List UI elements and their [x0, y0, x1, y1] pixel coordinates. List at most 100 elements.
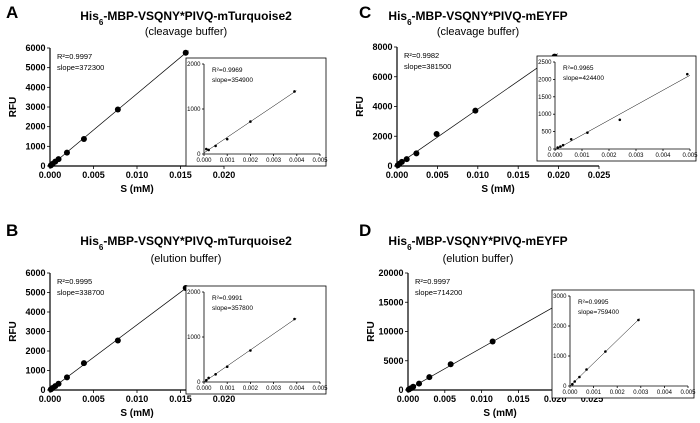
panel-c-data-point	[404, 156, 410, 162]
panel-c-inset-x-tick-label: 0.003	[628, 153, 644, 159]
panel-a-x-tick-label: 0.010	[126, 170, 149, 180]
panel-a-inset-x-tick-label: 0.003	[266, 158, 282, 164]
panel-b-inset-data-point	[226, 365, 229, 368]
panel-a-data-point	[115, 107, 121, 113]
panel-a-inset-data-point	[207, 149, 210, 152]
panel-c-x-tick-label: 0.015	[507, 170, 530, 180]
panel-b-inset-frame	[186, 286, 326, 394]
panel-b-x-tick-label: 0.020	[213, 394, 236, 404]
panel-a-chart: 0.000 0.005 0.010 0.015 0.020010002000300040…	[8, 43, 328, 195]
panel-d-inset-frame	[552, 290, 694, 398]
panel-a-inset-slope: slope=354900	[212, 77, 253, 84]
panel-letter-b: B	[6, 221, 18, 240]
panel-b-inset-data-point	[205, 379, 208, 382]
panel-b-chart: 0.000 0.005 0.010 0.015 0.020 0 1000 2000 3000 40…	[8, 268, 328, 419]
panel-a-y-tick-label: 1000	[25, 141, 45, 151]
panel-c-inset-x-tick-label: 0.004	[655, 153, 671, 159]
panel-b-y-tick-label: 0	[40, 385, 45, 395]
panel-c-y-axis-label: RFU	[355, 96, 366, 117]
panel-a: A His6-MBP-VSQNY*PIVQ-mTurquoise2 (cleav…	[6, 3, 328, 195]
panel-c-inset-data-point	[570, 138, 573, 141]
panel-c-inset-y-tick-label: 2000	[538, 77, 552, 83]
panel-d-y-axis-label: RFU	[366, 321, 377, 342]
panel-b: B His6-MBP-VSQNY*PIVQ-mTurquoise2 (eluti…	[6, 221, 328, 419]
panel-a-inset-data-point	[214, 145, 217, 148]
panel-d-y-tick-label: 15000	[378, 297, 403, 307]
panel-a-x-axis-label: S (mM)	[120, 184, 153, 195]
panel-c-inset-slope: slope=424400	[563, 75, 604, 82]
panel-b-inset-x-tick-label: 0.002	[243, 386, 259, 392]
panel-b-x-tick-label: 0.015	[169, 394, 192, 404]
panel-c-inset: 0.000 0.001 0.002 0.003 0.004 0.005 0 500 1000 15…	[537, 56, 698, 161]
panel-a-y-axis-label: RFU	[8, 97, 19, 118]
panel-d-inset-data-point	[573, 380, 576, 383]
panel-c-inset-y-tick-label: 500	[541, 130, 552, 136]
panel-a-x-tick-label: 0.015	[169, 170, 192, 180]
panel-b-y-axis-label: RFU	[8, 321, 19, 342]
panel-b-inset-y-tick-label: 2000	[187, 290, 201, 296]
panel-d-y-tick-label: 10000	[378, 327, 403, 337]
panel-b-inset-slope: slope=357800	[212, 305, 253, 312]
panel-a-x-tick-label: 0.005	[82, 170, 105, 180]
panel-c: C His6-MBP-VSQNY*PIVQ-mEYFP (cleavage bu…	[355, 3, 698, 195]
panel-a-y-tick-label: 5000	[25, 63, 45, 73]
panel-a-y-tick-label: 6000	[25, 43, 45, 53]
panel-b-data-point	[56, 381, 62, 387]
panel-d-data-point	[448, 361, 454, 367]
panel-c-data-point	[434, 131, 440, 137]
panel-c-inset-y-tick-label: 2500	[538, 60, 552, 66]
panel-b-y-tick-label: 2000	[25, 346, 45, 356]
panel-b-y-tick-label: 4000	[25, 307, 45, 317]
panel-c-chart: 0.000 0.005 0.010 0.015 0.020 0.025 0 2000 4000 6…	[355, 42, 698, 195]
panel-d-title-prefix: His	[388, 234, 407, 248]
panel-letter-a: A	[6, 3, 18, 22]
panel-b-inset-x-tick-label: 0.000	[196, 386, 212, 392]
panel-a-title: His6-MBP-VSQNY*PIVQ-mTurquoise2	[80, 9, 292, 27]
panel-d-chart: 0.000 0.005 0.010 0.015 0.020 0.0250500010000…	[366, 268, 696, 419]
panel-c-inset-x-tick-label: 0.002	[601, 153, 617, 159]
panel-b-y-tick-label: 3000	[25, 327, 45, 337]
panel-d-data-point	[426, 374, 432, 380]
panel-d: D His6-MBP-VSQNY*PIVQ-mEYFP (elution buf…	[359, 221, 696, 419]
panel-d-y-tick-label: 0	[398, 385, 403, 395]
panel-c-x-axis-label: S (mM)	[481, 184, 514, 195]
panel-c-title-prefix: His	[388, 9, 407, 23]
panel-d-data-point	[410, 384, 416, 390]
panel-d-inset-y-tick-label: 2000	[553, 324, 567, 330]
panel-c-inset-y-tick-label: 1500	[538, 95, 552, 101]
panel-b-inset-y-tick-label: 1000	[187, 335, 201, 341]
panel-b-title-rest: -MBP-VSQNY*PIVQ-mTurquoise2	[103, 234, 292, 248]
panel-d-inset-r2: R²=0.9995	[578, 299, 609, 306]
panel-b-inset-x-tick-label: 0.004	[289, 386, 305, 392]
panel-c-inset-data-point	[586, 131, 589, 134]
panel-d-r2: R²=0.9997	[415, 277, 450, 286]
panel-a-x-tick-label: 0.000	[39, 170, 62, 180]
panel-a-y-tick-label: 2000	[25, 122, 45, 132]
panel-d-x-axis-label: S (mM)	[483, 408, 516, 419]
panel-b-x-tick-label: 0.000	[39, 394, 62, 404]
panel-d-inset-y-tick-label: 3000	[553, 294, 567, 300]
panel-c-y-tick-label: 2000	[372, 131, 392, 141]
panel-d-x-tick-label: 0.015	[507, 394, 530, 404]
panel-d-title-rest: -MBP-VSQNY*PIVQ-mEYFP	[412, 234, 568, 248]
panel-c-inset-data-point	[556, 146, 559, 149]
panel-a-inset-data-point	[249, 120, 252, 123]
panel-c-x-tick-label: 0.005	[426, 170, 449, 180]
panel-b-data-point	[115, 337, 121, 343]
panel-c-data-point	[413, 150, 419, 156]
panel-d-inset: 0.000 0.001 0.002 0.003 0.004 0.0050100020003…	[552, 290, 696, 398]
panel-c-inset-data-point	[619, 118, 622, 121]
panel-c-x-tick-label: 0.010	[467, 170, 490, 180]
panel-b-inset-data-point	[214, 373, 217, 376]
panel-c-x-tick-label: 0.025	[588, 170, 611, 180]
panel-letter-d: D	[359, 221, 371, 240]
panel-b-inset-x-tick-label: 0.001	[220, 386, 236, 392]
panel-d-inset-data-point	[637, 319, 640, 322]
panel-c-title: His6-MBP-VSQNY*PIVQ-mEYFP	[388, 9, 567, 27]
panel-a-y-tick-label: 3000	[25, 102, 45, 112]
panel-c-inset-x-tick-label: 0.001	[574, 153, 590, 159]
panel-c-inset-data-point	[562, 144, 565, 147]
panel-d-x-tick-label: 0.000	[397, 394, 420, 404]
panel-c-slope: slope=381500	[404, 62, 451, 71]
panel-b-inset-data-point	[207, 377, 210, 380]
